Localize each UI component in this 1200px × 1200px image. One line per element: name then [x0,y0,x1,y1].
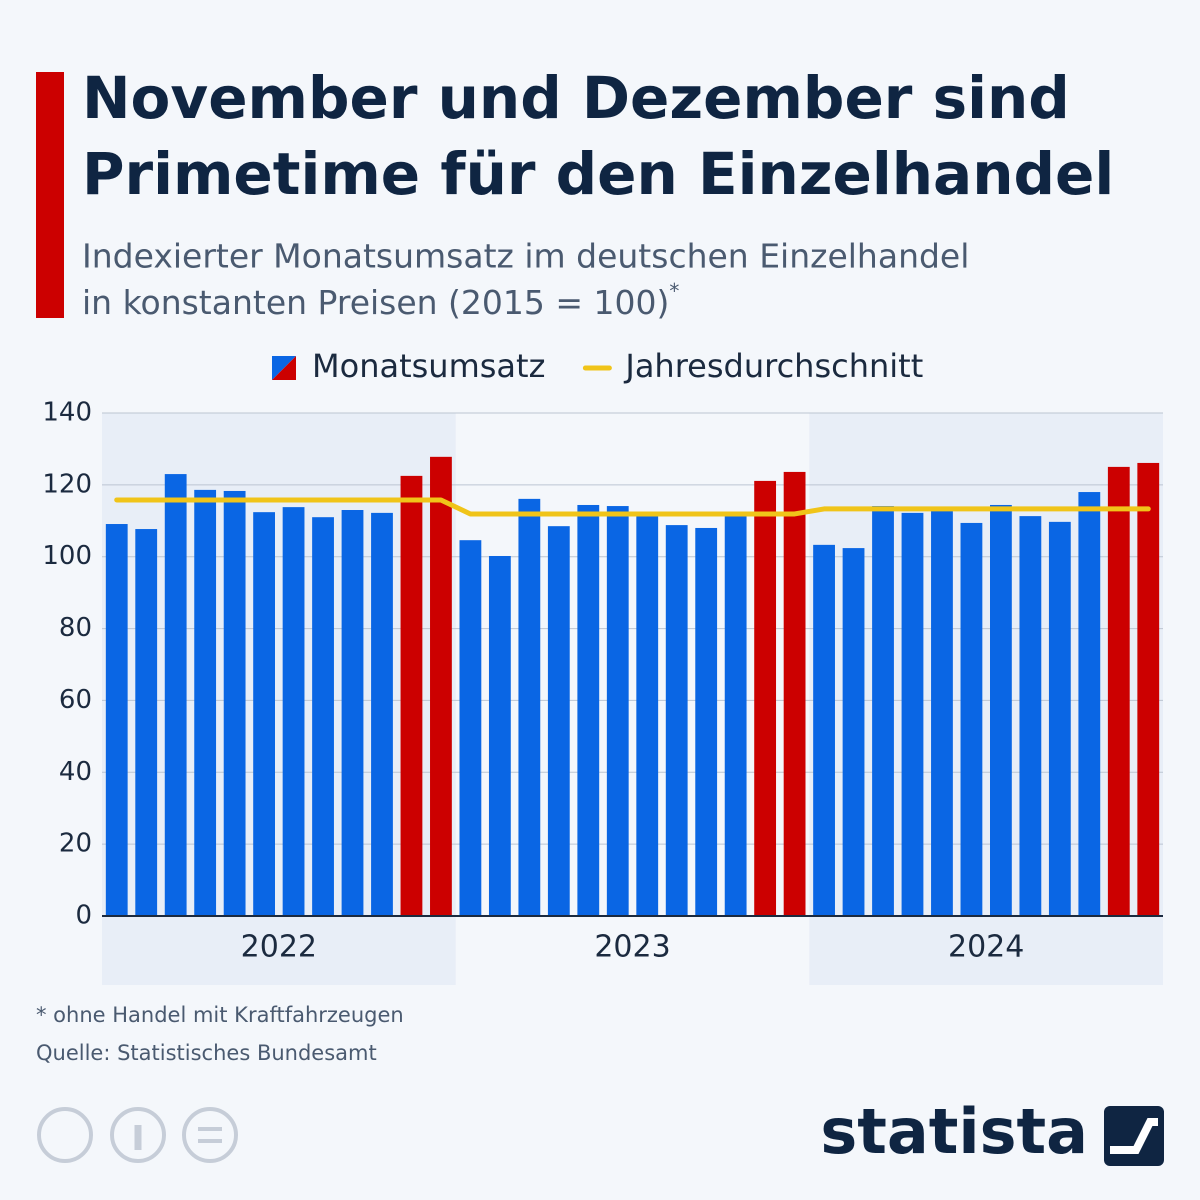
bar [989,504,1012,916]
chart-title: November und Dezember sind [82,64,1070,132]
bar [518,498,541,916]
brand-logo [1104,1106,1164,1166]
year-label: 2023 [594,930,670,965]
bar [547,526,570,916]
bar [1019,516,1042,916]
bar [164,474,187,916]
title-accent [36,72,64,318]
chart-subtitle: Indexierter Monatsumsatz im deutschen Ei… [82,237,969,276]
legend-label: Jahresdurchschnitt [623,347,923,385]
bar [606,506,629,916]
bar [135,529,158,916]
by-icon [110,1107,166,1163]
bar [931,507,953,916]
source: Quelle: Statistisches Bundesamt [36,1041,377,1065]
bar [194,489,217,916]
year-label: 2022 [241,930,317,965]
bar [665,525,688,916]
bar [488,555,511,916]
bar [1048,521,1071,916]
bar [282,507,305,916]
bar [872,506,894,916]
cc-icon [37,1107,93,1163]
bar [724,513,747,916]
bar [1137,462,1160,916]
logo-box [1104,1106,1164,1166]
bar [636,512,659,916]
bar [371,512,393,916]
average-line [114,497,1151,517]
brand: statista [820,1095,1088,1168]
bar [783,471,806,916]
bar [960,522,983,916]
bar [312,517,334,916]
year-label: 2024 [948,930,1024,965]
y-tick-label: 40 [59,757,92,787]
y-tick-label: 120 [42,469,92,499]
bar [754,480,777,916]
bar [1078,492,1101,916]
legend-swatch [272,356,296,380]
y-tick-label: 60 [59,685,92,715]
bar [813,544,835,916]
chart-title: Primetime für den Einzelhandel [82,140,1114,208]
subtitle-mark: * [669,279,679,303]
y-tick-label: 0 [75,901,92,931]
bar [842,548,865,916]
y-tick-label: 100 [42,541,92,571]
bar [400,475,423,916]
year-band [102,413,456,985]
bar [695,527,718,916]
bar [253,512,276,916]
logo-mark [1110,1118,1158,1154]
bar [105,524,128,916]
chart-subtitle: in konstanten Preisen (2015 = 100)* [82,279,679,322]
bar [1107,466,1130,916]
y-tick-label: 80 [59,613,92,643]
bar [341,510,364,916]
subtitle-line: in konstanten Preisen (2015 = 100) [82,283,669,322]
y-tick-label: 20 [59,829,92,859]
bar [459,540,482,916]
bar [577,504,600,916]
footnote: * ohne Handel mit Kraftfahrzeugen [36,1003,404,1027]
license-icons [37,1107,238,1163]
legend-label: Monatsumsatz [312,347,545,385]
nd-icon [182,1107,238,1163]
bar [430,456,452,916]
y-tick-label: 140 [42,398,92,428]
bar [223,490,246,916]
bar [901,512,924,916]
plot: 2022 2023 2024 0 20 40 60 80 100 120 140 Monatsumsa… [42,347,1163,985]
